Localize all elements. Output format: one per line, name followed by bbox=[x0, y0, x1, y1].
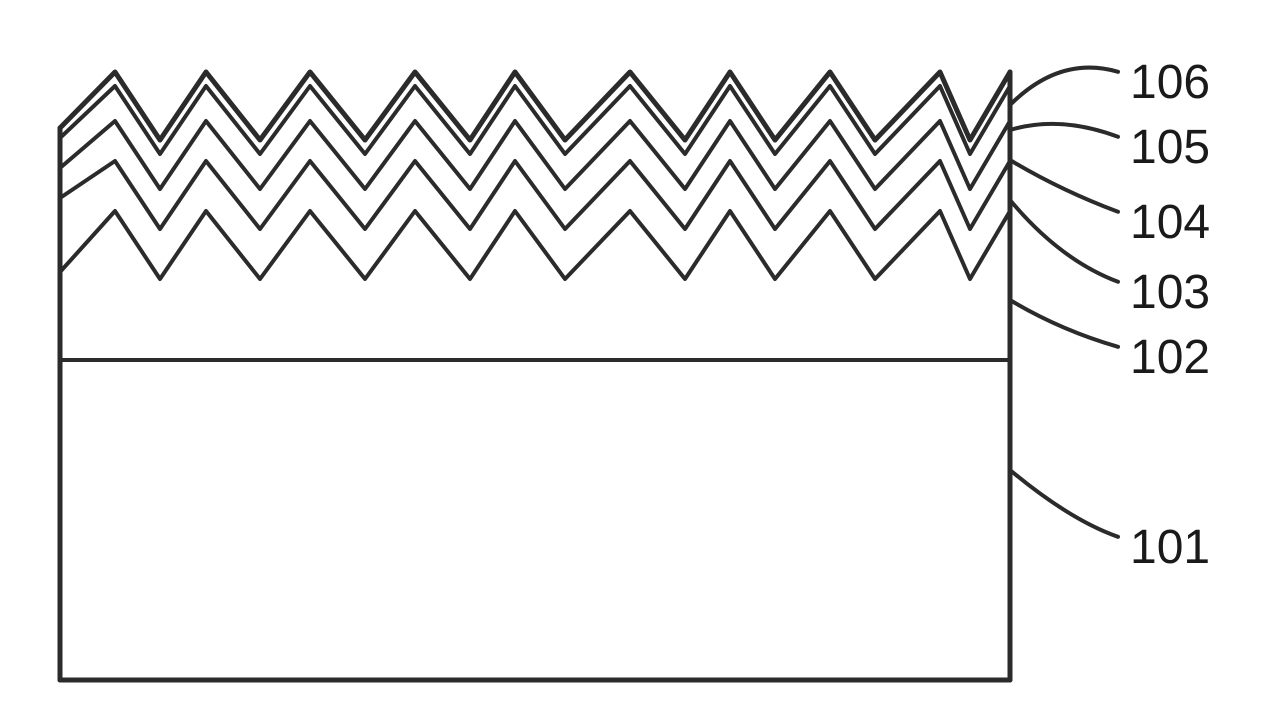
leader-line bbox=[1010, 160, 1118, 212]
layer-label: 106 bbox=[1130, 55, 1210, 110]
leader-line bbox=[1010, 200, 1118, 282]
layer-label: 101 bbox=[1130, 520, 1210, 575]
layer-label: 103 bbox=[1130, 265, 1210, 320]
layer-label: 105 bbox=[1130, 120, 1210, 175]
layer-label: 102 bbox=[1130, 330, 1210, 385]
leader-line bbox=[1010, 124, 1118, 137]
leader-line bbox=[1010, 470, 1118, 537]
layer-label: 104 bbox=[1130, 195, 1210, 250]
leader-line bbox=[1010, 300, 1118, 347]
diagram-svg bbox=[0, 0, 1264, 714]
figure-canvas: 106 105 104 103 102 101 bbox=[0, 0, 1264, 714]
leader-line bbox=[1010, 68, 1118, 105]
